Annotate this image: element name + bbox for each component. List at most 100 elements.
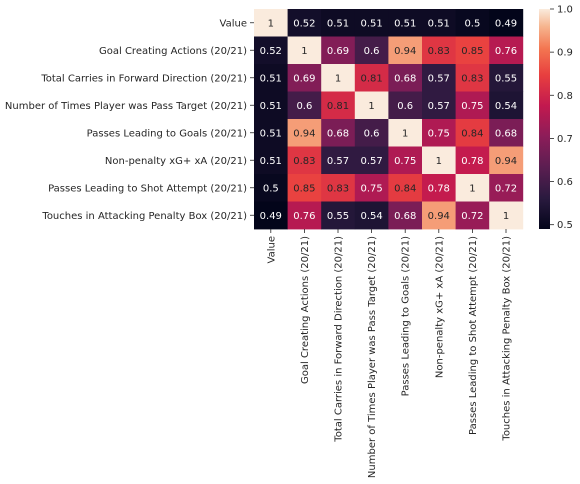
heatmap-cell: [254, 36, 288, 65]
heatmap-cell-label: 0.51: [260, 156, 282, 167]
heatmap-cell: [388, 201, 423, 230]
heatmap-cell: [489, 119, 524, 147]
row-label: Value: [220, 18, 247, 29]
colorbar-tick-label: 0.5: [557, 220, 573, 231]
heatmap-cell: [354, 174, 389, 202]
heatmap-cell-label: 0.51: [260, 73, 282, 84]
row-label: Total Carries in Forward Direction (20/2…: [40, 73, 247, 84]
row-label: Number of Times Player was Pass Target (…: [5, 101, 247, 112]
column-label: Total Carries in Forward Direction (20/2…: [334, 236, 345, 443]
heatmap-cell: [254, 64, 288, 92]
heatmap-cell: [321, 146, 356, 175]
heatmap-cell: [287, 146, 322, 175]
heatmap-cell: [489, 174, 524, 202]
heatmap-cell: [455, 174, 490, 202]
heatmap-cell-label: 1: [335, 73, 341, 84]
heatmap-cell-label: 0.94: [394, 46, 416, 57]
heatmap-cell-label: 1: [503, 211, 509, 222]
heatmap-cell-label: 0.68: [327, 128, 349, 139]
row-label: Passes Leading to Goals (20/21): [87, 128, 247, 139]
heatmap-cell-label: 1: [436, 156, 442, 167]
heatmap-cell-label: 0.49: [260, 211, 282, 222]
colorbar: [539, 9, 550, 229]
colorbar-tick-label: 0.8: [557, 91, 573, 102]
column-label: Non-penalty xG+ xA (20/21): [434, 236, 445, 378]
heatmap-cell-label: 0.55: [327, 211, 349, 222]
heatmap-cell-label: 0.55: [495, 73, 517, 84]
heatmap-cell: [489, 64, 524, 92]
heatmap-cell: [287, 201, 322, 230]
colorbar-tick-label: 1.0: [557, 5, 573, 16]
heatmap-cell: [455, 146, 490, 175]
heatmap-cell: [287, 91, 322, 120]
heatmap-cell: [455, 201, 490, 230]
heatmap-cell-label: 0.52: [260, 46, 282, 57]
heatmap-cell-label: 0.6: [364, 128, 380, 139]
heatmap-cell: [254, 91, 288, 120]
heatmap-cell-label: 0.52: [293, 18, 315, 29]
heatmap-cell-label: 0.54: [360, 211, 382, 222]
heatmap-cell: [321, 91, 356, 120]
heatmap-cell: [422, 201, 456, 230]
heatmap-cell: [321, 201, 356, 230]
heatmap-cell-label: 0.6: [296, 101, 312, 112]
heatmap-cell: [455, 119, 490, 147]
heatmap-cell-label: 0.83: [293, 156, 315, 167]
heatmap-cell: [489, 91, 524, 120]
heatmap-cell: [422, 174, 456, 202]
heatmap-cell-label: 0.84: [394, 183, 416, 194]
colorbar-ticks: 0.5 0.6 0.7 0.8 0.9 1.0: [550, 5, 573, 231]
heatmap-cell: [489, 36, 524, 65]
heatmap-cell-label: 0.75: [428, 128, 450, 139]
heatmap-cell-label: 0.69: [293, 73, 315, 84]
heatmap-cell: [254, 119, 288, 147]
heatmap-cell-label: 0.68: [495, 128, 517, 139]
heatmap-cell: [321, 36, 356, 65]
column-label: Number of Times Player was Pass Target (…: [367, 236, 378, 478]
heatmap-cell: [388, 174, 423, 202]
heatmap-cell: [422, 119, 456, 147]
heatmap-cell: [388, 36, 423, 65]
heatmap-cell: [354, 36, 389, 65]
heatmap-cell-label: 0.76: [495, 46, 517, 57]
row-labels: Value Goal Creating Actions (20/21) Total …: [5, 18, 254, 222]
heatmap-cell: [321, 119, 356, 147]
heatmap-cell-label: 0.94: [495, 156, 517, 167]
heatmap-cell-label: 0.85: [461, 46, 483, 57]
heatmap-cell-label: 0.68: [394, 211, 416, 222]
heatmap-cell-label: 0.84: [461, 128, 483, 139]
heatmap-cell: [388, 9, 423, 37]
heatmap-cell: [287, 9, 322, 37]
heatmap-cell: [321, 174, 356, 202]
heatmap-cell-label: 0.78: [428, 183, 450, 194]
colorbar-tick-label: 0.9: [557, 48, 573, 59]
heatmap-cell-label: 0.83: [461, 73, 483, 84]
heatmap-cell-label: 0.69: [327, 46, 349, 57]
heatmap-cell: [254, 201, 288, 230]
heatmap-cell-label: 0.94: [428, 211, 450, 222]
column-label: Touches in Attacking Penalty Box (20/21): [502, 236, 513, 442]
heatmap-cell-label: 0.75: [461, 101, 483, 112]
heatmap-cell: [354, 201, 389, 230]
heatmap-cell: [254, 146, 288, 175]
heatmap-cell-label: 0.51: [360, 18, 382, 29]
heatmap-cell: [321, 9, 356, 37]
heatmap-cell-label: 1: [402, 128, 408, 139]
heatmap-cell: [455, 9, 490, 37]
heatmap-cell: [455, 91, 490, 120]
heatmap-cell: [455, 64, 490, 92]
heatmap-cell: [354, 119, 389, 147]
heatmap-cell-label: 0.5: [464, 18, 480, 29]
heatmap-cell-label: 0.57: [360, 156, 382, 167]
heatmap-cell-label: 0.83: [327, 183, 349, 194]
heatmap-cell: [287, 174, 322, 202]
heatmap-cell-label: 0.5: [263, 183, 279, 194]
heatmap-cell: [354, 91, 389, 120]
colorbar-tick-label: 0.7: [557, 134, 573, 145]
heatmap-cell: [422, 36, 456, 65]
heatmap-cell-label: 1: [301, 46, 307, 57]
heatmap-cell: [489, 201, 524, 230]
heatmap-cell-label: 1: [268, 18, 274, 29]
heatmap-cell-label: 0.94: [293, 128, 315, 139]
